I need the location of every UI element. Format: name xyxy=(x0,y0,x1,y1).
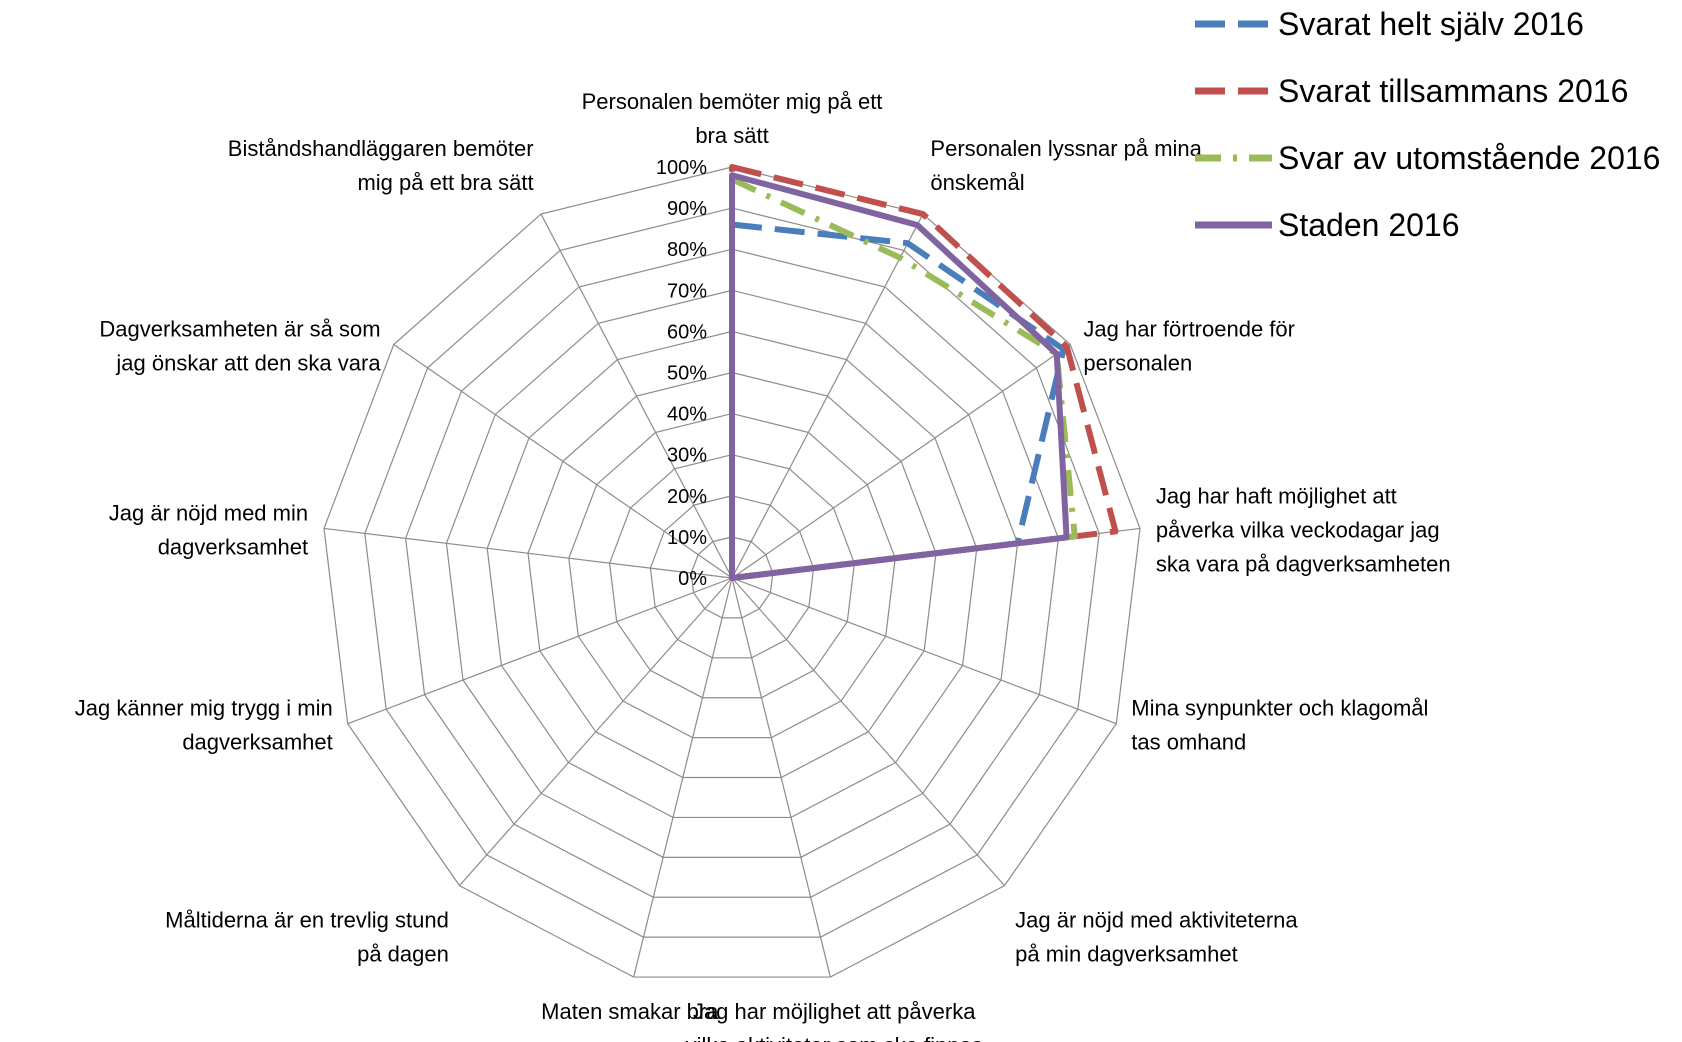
tick-label: 80% xyxy=(667,239,707,261)
legend-label: Svarat helt själv 2016 xyxy=(1278,6,1584,42)
tick-label: 100% xyxy=(656,157,707,179)
axis-spoke xyxy=(731,213,924,579)
category-label: påverka vilka veckodagar jag xyxy=(1156,517,1440,542)
tick-label: 60% xyxy=(667,321,707,343)
category-label: på dagen xyxy=(357,942,449,967)
axis-spoke xyxy=(633,577,733,978)
category-label: ska vara på dagverksamheten xyxy=(1156,551,1451,576)
grid-ring xyxy=(486,330,978,819)
tick-label: 10% xyxy=(667,527,707,549)
category-label: Personalen bemöter mig på ett xyxy=(582,89,883,114)
category-label: tas omhand xyxy=(1131,730,1246,755)
category-label: Maten smakar bra xyxy=(541,999,719,1024)
radial-tick-labels: 0% 10% 20% 30% 40% 50% 60% 70% 80% 90% 100% xyxy=(656,157,707,590)
grid-ring xyxy=(445,289,1019,858)
tick-label: 70% xyxy=(667,280,707,302)
category-label: Jag har förtroende för xyxy=(1083,317,1295,342)
category-label: Jag har haft möjlighet att xyxy=(1156,483,1397,508)
tick-label: 20% xyxy=(667,486,707,508)
grid-ring xyxy=(690,536,774,619)
category-label: dagverksamhet xyxy=(158,534,308,559)
category-label: Biståndshandläggaren bemöter xyxy=(228,136,534,161)
legend-label: Svarat tillsammans 2016 xyxy=(1278,73,1628,109)
category-label: dagverksamhet xyxy=(182,730,332,755)
category-labels: Personalen bemöter mig på ett bra sätt Per… xyxy=(75,89,1451,1042)
axis-spoke xyxy=(459,577,733,887)
axis-spoke xyxy=(347,577,733,725)
legend: Svarat helt själv 2016 Svarat tillsammans… xyxy=(1195,6,1660,243)
category-label: mig på ett bra sätt xyxy=(357,170,533,195)
category-label: jag önskar att den ska vara xyxy=(115,351,381,376)
grid-ring xyxy=(323,166,1141,978)
tick-label: 0% xyxy=(678,568,707,590)
grid-ring xyxy=(568,412,896,739)
axis-spoke xyxy=(323,527,733,579)
tick-label: 30% xyxy=(667,445,707,467)
radar-series xyxy=(729,164,1119,581)
category-label: Måltiderna är en trevlig stund xyxy=(165,908,449,933)
tick-label: 90% xyxy=(667,198,707,220)
grid-ring xyxy=(527,371,937,779)
axis-spoke xyxy=(731,577,1117,725)
axis-spoke xyxy=(393,344,733,579)
category-label: Jag är nöjd med aktiviteterna xyxy=(1015,908,1298,933)
category-label: personalen xyxy=(1083,351,1192,376)
tick-label: 40% xyxy=(667,404,707,426)
category-label: bra sätt xyxy=(695,123,768,148)
category-label: Jag har möjlighet att påverka xyxy=(693,999,976,1024)
axis-spoke xyxy=(731,577,831,978)
category-label: Mina synpunkter och klagomål xyxy=(1131,696,1428,721)
legend-label: Staden 2016 xyxy=(1278,207,1460,243)
category-label: Jag känner mig trygg i min xyxy=(75,696,333,721)
category-label: Jag är nöjd med min xyxy=(109,500,308,525)
category-label: Personalen lyssnar på mina xyxy=(930,136,1202,161)
tick-label: 50% xyxy=(667,363,707,385)
grid-ring xyxy=(608,454,856,699)
legend-label: Svar av utomstående 2016 xyxy=(1278,140,1660,176)
axis-spoke xyxy=(731,577,1005,887)
axis-spoke xyxy=(540,213,733,579)
series-line xyxy=(729,221,1067,581)
category-label: vilka aktiviteter som ska finnas xyxy=(686,1033,983,1042)
axis-spoke xyxy=(731,344,1071,579)
grid-ring xyxy=(649,495,815,659)
series-line xyxy=(729,172,1070,581)
grid-ring xyxy=(364,207,1100,938)
category-label: på min dagverksamhet xyxy=(1015,942,1238,967)
category-label: önskemål xyxy=(930,170,1024,195)
grid-ring xyxy=(404,248,1060,898)
category-label: Dagverksamheten är så som xyxy=(99,317,380,342)
